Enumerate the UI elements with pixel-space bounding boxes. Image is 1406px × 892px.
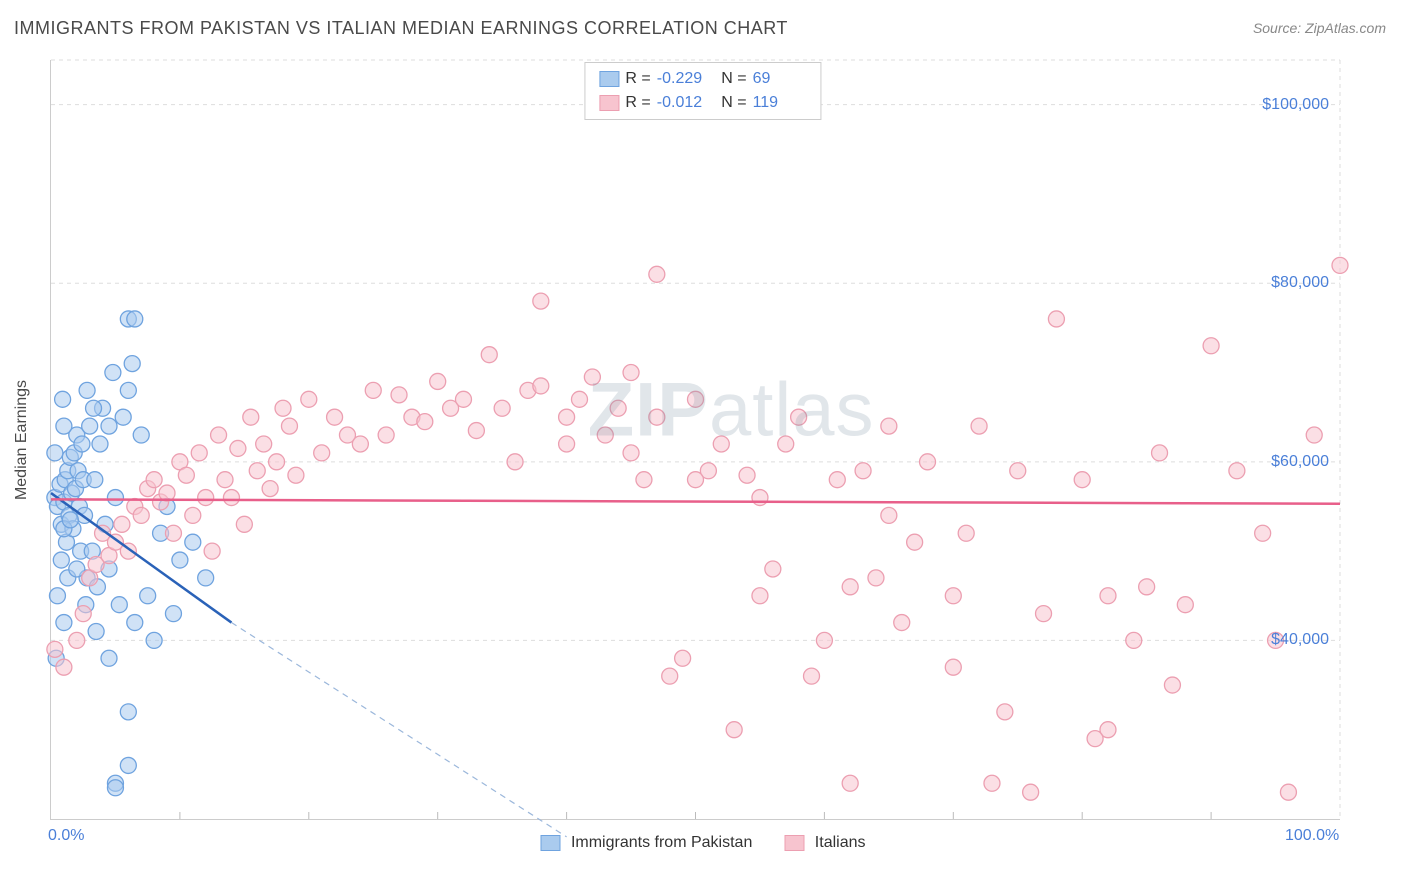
legend-item-pakistan: Immigrants from Pakistan	[541, 834, 753, 852]
legend-label: Italians	[815, 834, 866, 851]
legend-swatch-icon	[541, 835, 561, 851]
n-value: 119	[753, 94, 807, 112]
legend-item-italians: Italians	[784, 834, 865, 852]
legend-swatch-italians	[599, 95, 619, 111]
r-label: R =	[625, 94, 650, 112]
y-tick-label: $80,000	[1271, 274, 1329, 292]
x-tick-max: 100.0%	[1285, 827, 1339, 845]
r-label: R =	[625, 70, 650, 88]
y-axis-label: Median Earnings	[13, 380, 31, 500]
x-tick-min: 0.0%	[48, 827, 84, 845]
n-value: 69	[753, 70, 807, 88]
scatter-plot-svg	[51, 60, 1340, 819]
legend-label: Immigrants from Pakistan	[571, 834, 752, 851]
plot-area	[50, 60, 1340, 820]
correlation-legend: R = -0.229 N = 69 R = -0.012 N = 119	[584, 62, 821, 120]
legend-row: R = -0.012 N = 119	[599, 91, 806, 115]
legend-row: R = -0.229 N = 69	[599, 67, 806, 91]
legend-swatch-icon	[784, 835, 804, 851]
n-label: N =	[717, 70, 747, 88]
r-value: -0.229	[657, 70, 711, 88]
n-label: N =	[717, 94, 747, 112]
legend-swatch-pakistan	[599, 71, 619, 87]
chart-title: IMMIGRANTS FROM PAKISTAN VS ITALIAN MEDI…	[14, 18, 788, 39]
y-tick-label: $40,000	[1271, 631, 1329, 649]
r-value: -0.012	[657, 94, 711, 112]
y-tick-label: $100,000	[1262, 96, 1329, 114]
y-tick-label: $60,000	[1271, 453, 1329, 471]
series-legend: Immigrants from Pakistan Italians	[541, 834, 866, 852]
chart-source: Source: ZipAtlas.com	[1253, 20, 1386, 36]
